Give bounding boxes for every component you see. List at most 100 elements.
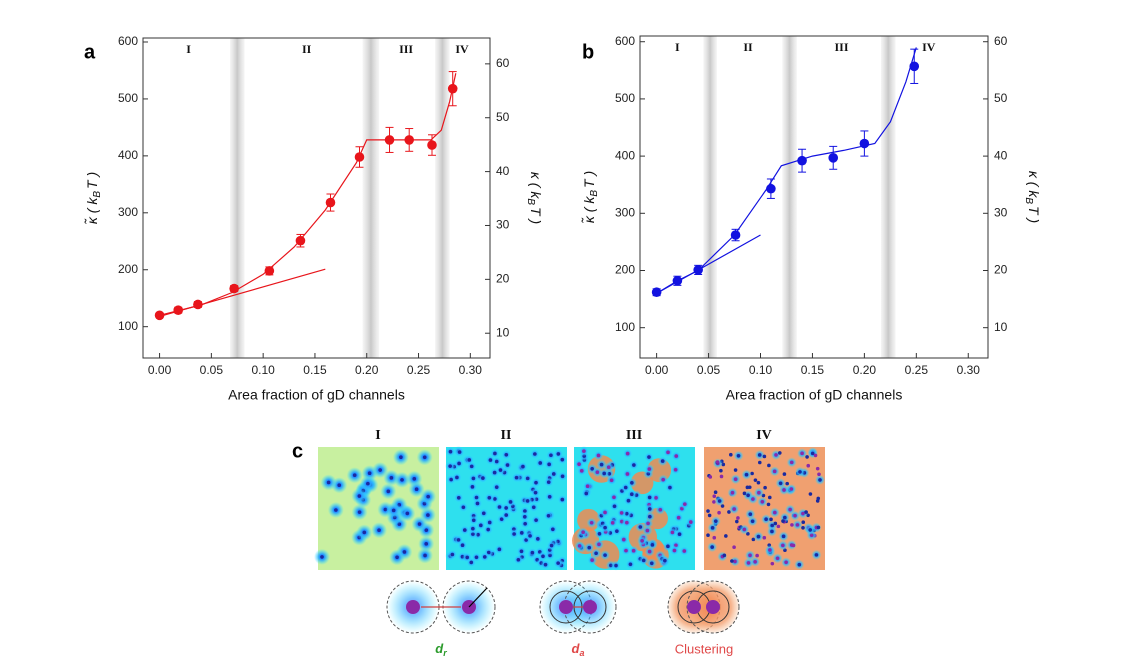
channel	[395, 555, 399, 560]
channel	[603, 553, 607, 557]
channel	[649, 561, 654, 566]
y-tick-label: 100	[615, 320, 635, 334]
channel	[668, 485, 672, 490]
channel	[660, 459, 665, 463]
channel	[756, 480, 761, 485]
channel	[719, 468, 723, 473]
channel	[647, 467, 652, 471]
channel	[797, 562, 802, 567]
channel	[457, 461, 461, 466]
channel	[733, 559, 737, 564]
channel	[614, 563, 618, 568]
y2-tick-label: 60	[496, 56, 510, 70]
schematic	[386, 580, 740, 634]
channel	[612, 495, 616, 500]
data-point	[154, 310, 165, 321]
phase-band	[362, 38, 380, 358]
channel	[525, 499, 530, 503]
channel	[756, 534, 761, 539]
data-point	[730, 230, 741, 240]
axis-label: κ ( kB T )	[525, 172, 544, 224]
channel	[781, 543, 785, 548]
channel	[377, 528, 381, 533]
x-tick-label: 0.20	[355, 363, 379, 377]
channel	[757, 460, 762, 465]
channel	[815, 466, 820, 471]
channel	[760, 500, 765, 504]
channel	[603, 510, 607, 515]
channel	[774, 453, 778, 457]
channel	[543, 562, 548, 567]
channel	[748, 512, 753, 516]
stage-label: III	[626, 428, 642, 443]
channel	[625, 520, 629, 525]
channel	[674, 454, 679, 458]
channel	[610, 521, 615, 525]
channel	[745, 485, 750, 490]
channel	[488, 458, 493, 462]
channel	[818, 478, 822, 482]
channel	[773, 510, 777, 515]
y2-tick-label: 40	[994, 148, 1008, 162]
channel	[750, 519, 755, 524]
channel	[762, 454, 767, 459]
y-tick-label: 600	[118, 34, 138, 48]
channel	[736, 453, 741, 458]
channel	[672, 548, 677, 553]
channel	[730, 559, 734, 563]
channel	[730, 490, 735, 495]
channel	[498, 468, 503, 472]
channel	[625, 472, 630, 476]
channel	[753, 478, 758, 482]
x-tick-label: 0.25	[905, 363, 929, 377]
channel	[666, 544, 670, 549]
x-tick-label: 0.25	[407, 363, 431, 377]
channel	[456, 538, 461, 542]
channel	[589, 520, 594, 525]
caption-main: d	[435, 641, 444, 656]
data-point	[797, 155, 807, 166]
channel	[560, 474, 565, 479]
channel	[746, 561, 751, 565]
channel	[470, 485, 475, 489]
data-point	[229, 283, 239, 294]
channel	[481, 476, 485, 480]
panel-c: I II III IV	[314, 428, 825, 571]
x-tick-label: 0.10	[749, 363, 773, 377]
channel	[706, 509, 710, 513]
y-tick-label: 300	[615, 205, 635, 219]
channel	[469, 464, 474, 469]
channel	[357, 510, 362, 514]
channel	[742, 527, 747, 532]
channel	[533, 452, 537, 456]
channel	[533, 490, 538, 495]
channel	[755, 553, 759, 558]
channel	[632, 463, 636, 467]
channel	[590, 558, 594, 562]
channel	[426, 494, 430, 499]
channel	[778, 451, 782, 455]
channel	[648, 514, 652, 519]
channel	[528, 534, 532, 538]
caption-sub: a	[579, 648, 584, 658]
axis-label-main: κ̃ ( k	[581, 196, 597, 223]
channel	[602, 471, 606, 476]
data-point	[325, 197, 336, 208]
channel	[487, 520, 492, 525]
channel	[673, 467, 678, 472]
channel	[638, 525, 643, 529]
channel	[417, 522, 422, 526]
y-tick-label: 500	[118, 91, 138, 105]
channel	[770, 561, 775, 566]
caption-sub: r	[443, 648, 447, 658]
channel	[647, 507, 652, 511]
channel	[389, 476, 394, 480]
channel	[492, 470, 497, 475]
channel	[663, 558, 667, 563]
channel	[352, 473, 357, 478]
channel	[399, 455, 403, 459]
channel	[556, 561, 560, 565]
channel	[497, 547, 502, 552]
x-tick-label: 0.20	[853, 363, 877, 377]
channel	[778, 481, 783, 486]
